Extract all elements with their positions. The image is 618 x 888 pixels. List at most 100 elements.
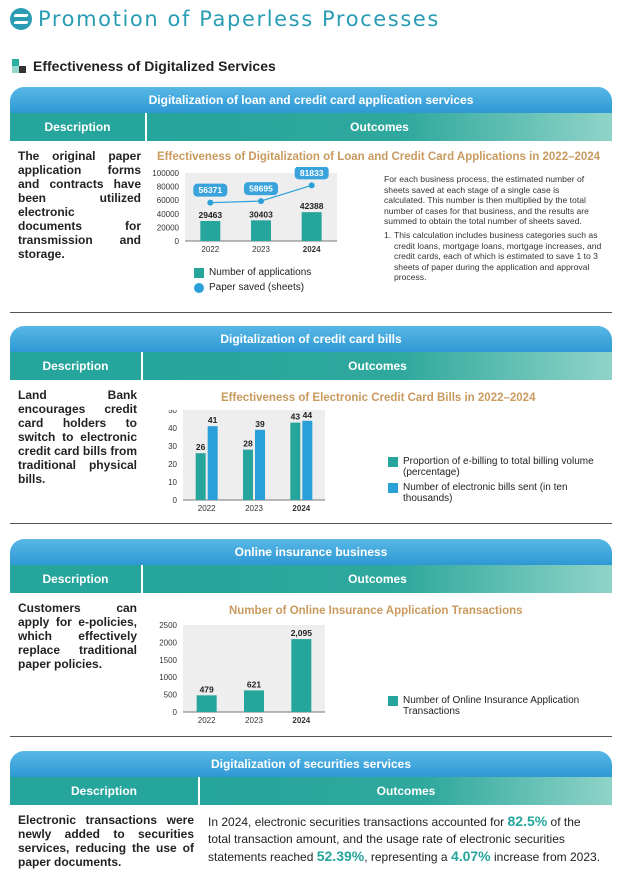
bar: [195, 453, 206, 500]
x-tick-label: 2023: [245, 716, 263, 725]
bar: [251, 220, 271, 241]
bar-data-label: 44: [303, 410, 313, 420]
highlight-value: 52.39%: [316, 848, 365, 864]
bar-data-label: 28: [243, 439, 253, 449]
bar: [200, 220, 221, 241]
outcome-text-part: increase from 2023.: [490, 850, 601, 864]
highlight-value: 4.07%: [450, 848, 491, 864]
line-point: [258, 198, 264, 205]
x-tick-label: 2023: [252, 245, 270, 254]
bar: [196, 695, 217, 712]
outcomes-header: Outcomes: [143, 352, 612, 380]
legend-item-bills-sent: Number of electronic bills sent (in ten …: [388, 482, 613, 504]
line-point: [308, 182, 315, 189]
y-tick-label: 0: [175, 237, 180, 246]
y-tick-label: 100000: [152, 169, 179, 178]
y-tick-label: 0: [173, 708, 178, 717]
bar: [244, 690, 264, 712]
panel-title: Digitalization of loan and credit card a…: [10, 87, 612, 113]
x-tick-label: 2024: [292, 716, 310, 725]
panel-header-row: Description Outcomes: [10, 777, 612, 805]
chart-legend: Proportion of e-billing to total billing…: [388, 456, 613, 508]
note-number: 1.: [384, 229, 392, 240]
y-tick-label: 30: [168, 442, 177, 451]
legend-item-proportion: Proportion of e-billing to total billing…: [388, 456, 613, 478]
outcomes-header: Outcomes: [147, 113, 612, 141]
description-text: The original paper application forms and…: [18, 149, 141, 261]
loan-applications-chart: 0 20000 40000 60000 80000 100000 2022 29463 2023…: [152, 167, 337, 254]
bar-data-label: 2,095: [291, 628, 313, 638]
description-text: Land Bank encourages credit card holders…: [18, 388, 137, 486]
panel-header-row: Description Outcomes: [10, 113, 612, 141]
y-tick-label: 10: [168, 478, 177, 487]
chart-title: Effectiveness of Electronic Credit Card …: [221, 392, 536, 404]
y-tick-label: 80000: [157, 183, 180, 192]
chart-legend: Number of Online Insurance Application T…: [388, 695, 613, 721]
bar-data-label: 29463: [199, 210, 223, 220]
bar: [291, 639, 312, 712]
line-label-bubble: [193, 183, 228, 197]
plot-background: [183, 410, 325, 500]
outcome-text-part: , representing a: [364, 850, 451, 864]
bar-data-label: 30403: [249, 209, 273, 219]
line-data-label: 81833: [300, 168, 324, 178]
y-tick-label: 20: [168, 460, 177, 469]
panel-header-row: Description Outcomes: [10, 352, 612, 380]
outcomes-area: Number of Online Insurance Application T…: [143, 593, 612, 736]
legend-label: Proportion of e-billing to total billing…: [403, 456, 594, 478]
note-item-1: 1. This calculation includes business ca…: [384, 230, 602, 283]
outcomes-area: Effectiveness of Electronic Credit Card …: [143, 380, 612, 523]
line-data-label: 58695: [249, 184, 273, 194]
description-header: Description: [10, 352, 143, 380]
line-data-label: 56371: [199, 185, 223, 195]
note-main: For each business process, the estimated…: [384, 174, 589, 227]
chart-title: Effectiveness of Digitalization of Loan …: [157, 151, 601, 163]
bar-data-label: 43: [291, 412, 301, 422]
bar: [302, 420, 313, 500]
y-tick-label: 0: [173, 496, 178, 505]
panel-title: Online insurance business: [10, 539, 612, 565]
x-tick-label: 2023: [245, 504, 263, 513]
bar: [255, 429, 265, 500]
legend-item-applications: Number of applications: [194, 267, 311, 278]
outcome-text-part: In 2024, electronic securities transacti…: [208, 815, 508, 829]
x-tick-label: 2022: [201, 245, 219, 254]
bar: [290, 422, 301, 500]
bar-data-label: 621: [247, 679, 261, 689]
highlight-value: 82.5%: [507, 813, 548, 829]
legend-label: Number of applications: [209, 267, 312, 278]
legend-label: Paper saved (sheets): [209, 282, 305, 293]
description-header: Description: [10, 113, 147, 141]
y-tick-label: 60000: [157, 196, 180, 205]
description-text: Customers can apply for e-policies, whic…: [18, 601, 137, 671]
page-title-text: Promotion of Paperless Processes: [38, 7, 440, 31]
legend-swatch-teal: [388, 457, 398, 467]
chart-title: Number of Online Insurance Application T…: [229, 605, 523, 617]
legend-item-insurance: Number of Online Insurance Application T…: [388, 695, 613, 717]
line-label-bubble: [244, 182, 278, 196]
line-point: [207, 199, 214, 206]
panel-loan-credit-card: Digitalization of loan and credit card a…: [10, 87, 612, 313]
bank-logo-icon: [10, 8, 32, 30]
bar-data-label: 39: [255, 419, 265, 429]
bar-data-label: 41: [208, 415, 218, 425]
panel-credit-card-bills: Digitalization of credit card bills Desc…: [10, 326, 612, 524]
panel-online-insurance: Online insurance business Description Ou…: [10, 539, 612, 737]
outcomes-header: Outcomes: [143, 565, 612, 593]
panel-title: Digitalization of credit card bills: [10, 326, 612, 352]
online-insurance-chart: 0 500 1000 1500 2000 2500 2022 479 2023 621 2024 2,…: [159, 621, 325, 725]
x-tick-label: 2024: [303, 245, 321, 254]
description-header: Description: [10, 777, 200, 805]
bar-data-label: 42388: [300, 201, 324, 211]
legend-swatch-teal: [194, 268, 204, 278]
section-heading-text: Effectiveness of Digitalized Services: [33, 58, 276, 74]
x-tick-label: 2022: [198, 716, 216, 725]
note-text: This calculation includes business categ…: [394, 229, 602, 283]
chart-legend: Number of applications Paper saved (shee…: [194, 267, 311, 297]
section-heading: Effectiveness of Digitalized Services: [12, 58, 276, 74]
calculation-note: For each business process, the estimated…: [384, 174, 602, 283]
panel-body: The original paper application forms and…: [10, 141, 612, 313]
page-title: Promotion of Paperless Processes: [10, 6, 440, 32]
panel-body: Electronic transactions were newly added…: [10, 805, 612, 879]
